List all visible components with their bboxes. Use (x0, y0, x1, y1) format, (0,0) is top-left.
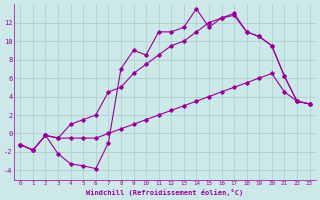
X-axis label: Windchill (Refroidissement éolien,°C): Windchill (Refroidissement éolien,°C) (86, 189, 244, 196)
